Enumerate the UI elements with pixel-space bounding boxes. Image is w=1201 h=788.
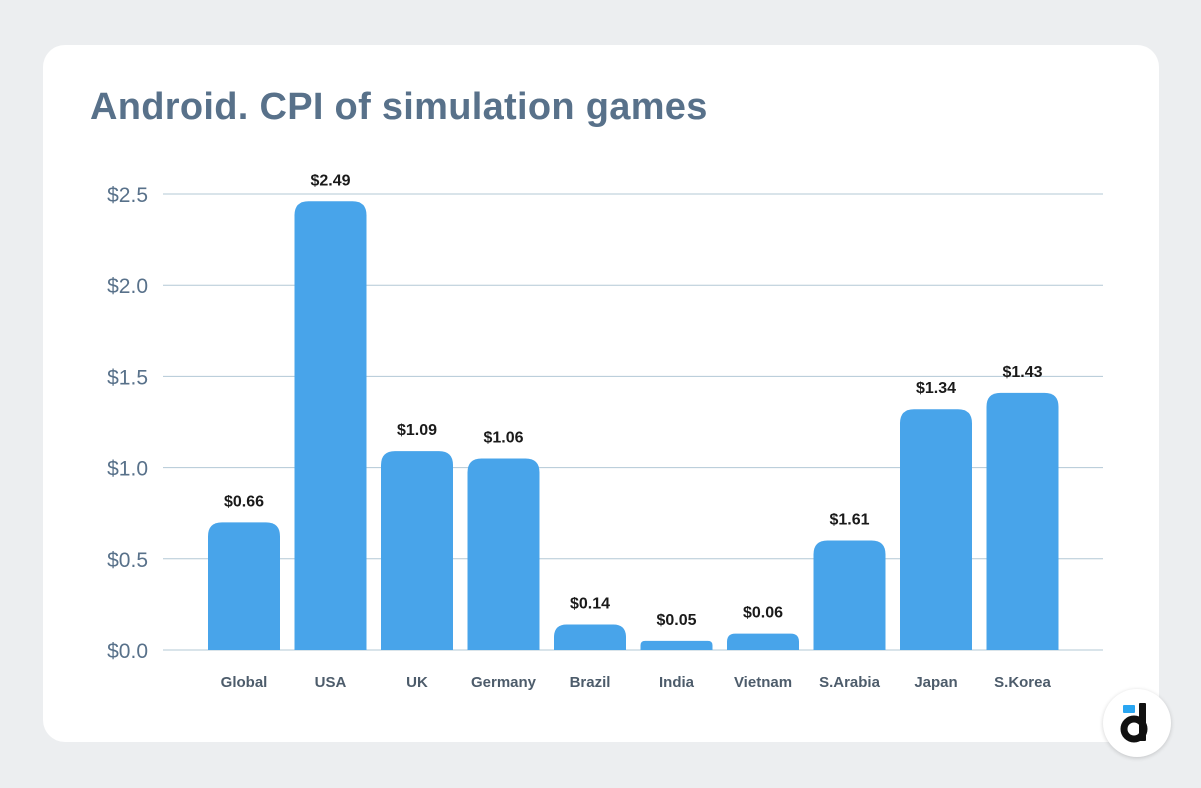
y-axis-tick-labels: $0.0 $0.5 $1.0 $1.5 $2.0 $2.5 (107, 184, 148, 663)
x-category-label: S.Arabia (819, 674, 881, 691)
x-category-label: UK (406, 674, 428, 691)
x-category-label: India (659, 674, 695, 691)
x-category-label: Japan (914, 674, 957, 691)
y-tick-label: $1.0 (107, 458, 148, 481)
x-category-label: S.Korea (994, 674, 1051, 691)
data-label: $1.34 (916, 380, 956, 397)
x-category-label: Global (221, 674, 268, 691)
y-tick-label: $2.0 (107, 275, 148, 298)
data-label: $1.09 (397, 422, 437, 439)
bar-usa (294, 201, 367, 650)
bar-india (640, 640, 713, 650)
bar-vietnam (727, 633, 799, 650)
data-label: $1.06 (483, 429, 523, 446)
bar-brazil (554, 624, 626, 650)
data-label: $1.43 (1002, 364, 1042, 381)
data-label: $0.66 (224, 493, 264, 510)
x-category-label: Germany (471, 674, 537, 691)
y-tick-label: $1.5 (107, 366, 148, 389)
x-category-label: USA (315, 674, 347, 691)
data-labels: $0.66 $2.49 $1.09 $1.06 $0.14 $0.05 $0.06 $1.61… (224, 172, 1043, 629)
y-tick-label: $0.5 (107, 549, 148, 572)
x-axis-category-labels: Global USA UK Germany Brazil India Vietnam S.Ar… (221, 674, 1052, 691)
chart-title: Android. CPI of simulation games (90, 86, 708, 128)
brand-logo (1103, 689, 1171, 757)
bars (208, 201, 1059, 650)
bar-global (208, 522, 280, 650)
bar-skorea (986, 392, 1059, 650)
x-category-label: Vietnam (734, 674, 792, 691)
data-label: $0.05 (656, 612, 696, 629)
data-label: $2.49 (310, 172, 350, 189)
data-label: $1.61 (829, 512, 869, 529)
x-category-label: Brazil (570, 674, 611, 691)
bar-uk (381, 451, 453, 650)
bar-sarabia (813, 540, 886, 650)
bar-japan (900, 409, 972, 650)
y-tick-label: $0.0 (107, 640, 148, 663)
data-label: $0.06 (743, 605, 783, 622)
y-tick-label: $2.5 (107, 184, 148, 207)
devtodev-logo-icon (1120, 703, 1148, 743)
data-label: $0.14 (570, 595, 610, 612)
bar-germany (467, 458, 540, 650)
